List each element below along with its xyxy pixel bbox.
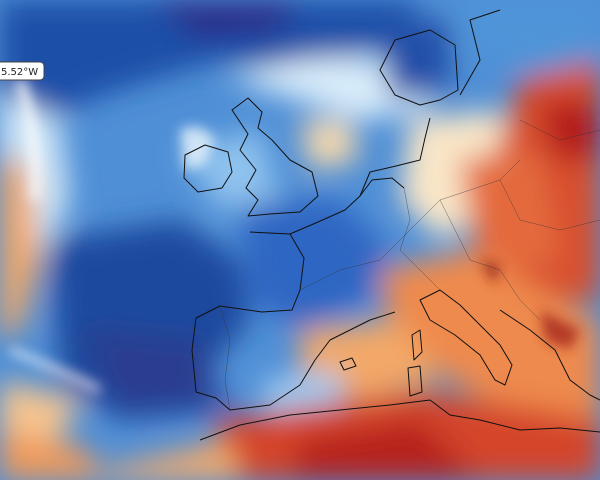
coordinate-label: 5.52°W bbox=[1, 67, 38, 78]
borders bbox=[219, 119, 600, 411]
coordinate-box bbox=[0, 61, 45, 81]
coastlines bbox=[183, 9, 600, 441]
coordinate-readout: 5.52°W bbox=[0, 61, 45, 81]
